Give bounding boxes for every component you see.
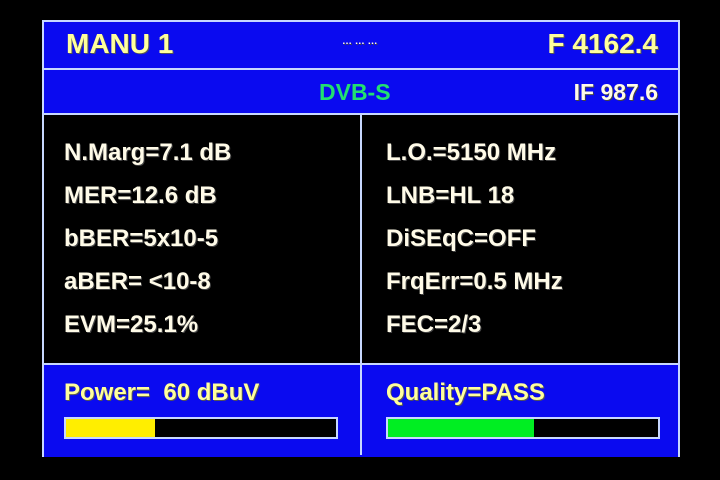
quality-label: Quality=PASS (386, 379, 545, 406)
quality-bar-fill (388, 419, 534, 437)
standard-label: DVB-S (319, 79, 391, 105)
noise-margin: N.Marg=7.1 dB (64, 139, 232, 166)
power-bar (64, 417, 338, 439)
signal-indicator: … … … (342, 36, 378, 47)
mode-label: MANU 1 (66, 28, 174, 59)
frequency-error: FrqErr=0.5 MHz (386, 268, 563, 295)
right-params-panel: L.O.=5150 MHz LNB=HL 18 DiSEqC=OFF FrqEr… (362, 115, 678, 363)
fec: FEC=2/3 (386, 311, 482, 338)
evm: EVM=25.1% (64, 311, 199, 338)
mer: MER=12.6 dB (64, 182, 217, 209)
bber: bBER=5x10-5 (64, 225, 219, 252)
subheader-bar: DVB-S IF 987.6 (44, 70, 678, 115)
lnb: LNB=HL 18 (386, 182, 515, 209)
aber: aBER= <10-8 (64, 268, 211, 295)
meter-screen: MANU 1 … … … F 4162.4 DVB-S IF 987.6 N.M… (42, 20, 680, 457)
frequency-readout: F 4162.4 (547, 28, 658, 59)
if-frequency: IF 987.6 (573, 79, 658, 105)
power-bar-fill (66, 419, 156, 437)
left-params-panel: N.Marg=7.1 dB MER=12.6 dB bBER=5x10-5 aB… (44, 115, 360, 363)
panel-divider (360, 115, 362, 455)
local-oscillator: L.O.=5150 MHz (386, 139, 557, 166)
header-bar: MANU 1 … … … F 4162.4 (44, 22, 678, 70)
power-label: Power= 60 dBuV (64, 379, 260, 406)
diseqc: DiSEqC=OFF (386, 225, 537, 252)
quality-bar (386, 417, 660, 439)
